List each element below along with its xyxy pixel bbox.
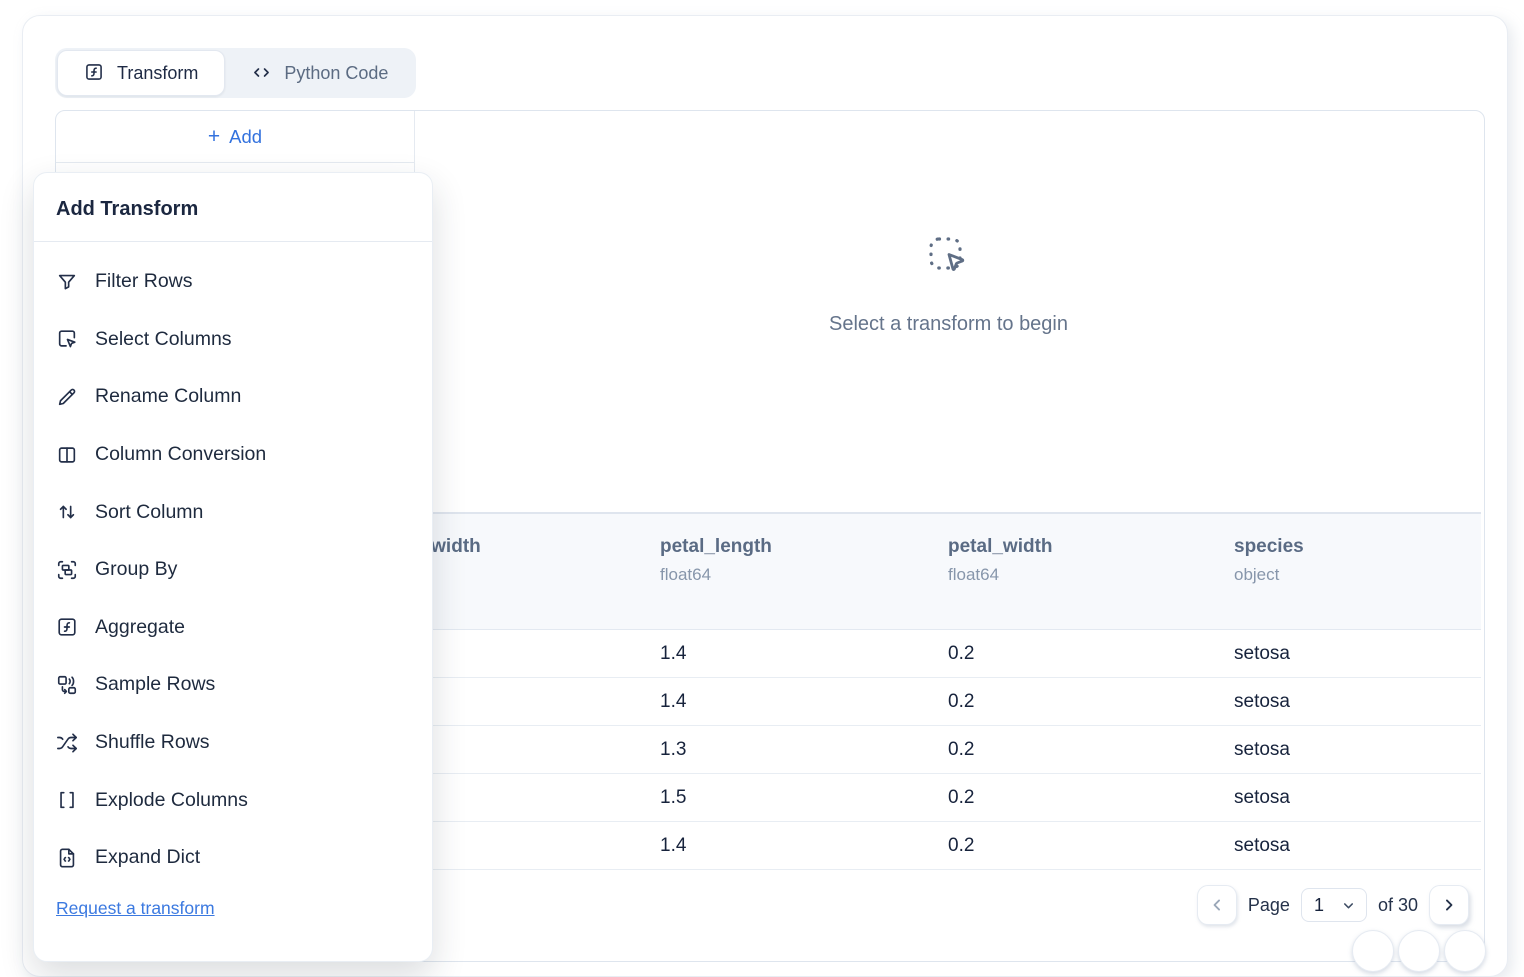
dropdown-title: Add Transform: [34, 173, 432, 242]
menu-item-explode-columns[interactable]: Explode Columns: [34, 771, 432, 829]
menu-item-shuffle-rows[interactable]: Shuffle Rows: [34, 714, 432, 772]
next-page-button[interactable]: [1429, 885, 1469, 925]
add-transform-dropdown: Add Transform Filter Rows Select Columns: [33, 172, 433, 962]
menu-item-filter-rows[interactable]: Filter Rows: [34, 253, 432, 311]
function-icon: [56, 616, 78, 638]
chevron-right-icon: [1446, 899, 1453, 911]
page-select-value: 1: [1313, 894, 1324, 915]
column-header-petal-width: petal_width float64: [948, 536, 1053, 584]
request-transform-link[interactable]: Request a transform: [56, 897, 215, 918]
sample-icon: [56, 674, 78, 696]
chevron-down-icon: [1343, 902, 1353, 908]
group-icon: [56, 559, 78, 581]
add-button-label: Add: [229, 125, 263, 147]
menu-item-group-by[interactable]: Group By: [34, 541, 432, 599]
tab-python-code[interactable]: Python Code: [225, 51, 414, 95]
add-transform-button[interactable]: + Add: [202, 125, 268, 149]
floating-control-button[interactable]: [1444, 930, 1486, 972]
sort-arrows-icon: [56, 501, 78, 523]
view-tabbar: Transform Python Code: [55, 48, 417, 98]
menu-item-sample-rows[interactable]: Sample Rows: [34, 656, 432, 714]
floating-control-button[interactable]: [1398, 930, 1440, 972]
menu-item-select-columns[interactable]: Select Columns: [34, 311, 432, 369]
shuffle-icon: [56, 732, 78, 754]
menu-item-expand-dict[interactable]: Expand Dict: [34, 829, 432, 887]
tab-transform-label: Transform: [117, 62, 199, 83]
chevron-left-icon: [1213, 899, 1220, 911]
pagination: Page 1 of 30: [1196, 884, 1469, 926]
menu-item-column-conversion[interactable]: Column Conversion: [34, 426, 432, 484]
empty-state-message: Select a transform to begin: [828, 313, 1068, 335]
floating-control-button[interactable]: [1352, 930, 1394, 972]
menu-item-rename-column[interactable]: Rename Column: [34, 368, 432, 426]
tab-transform[interactable]: Transform: [57, 50, 226, 96]
tab-python-code-label: Python Code: [284, 62, 389, 83]
page-select[interactable]: 1: [1300, 888, 1367, 922]
column-header-petal-length: petal_length float64: [660, 536, 772, 584]
code-icon: [251, 62, 273, 84]
filter-icon: [56, 271, 78, 293]
prev-page-button[interactable]: [1196, 885, 1237, 925]
transform-menu: Filter Rows Select Columns Rename Column: [34, 242, 432, 887]
brackets-icon: [56, 789, 78, 811]
expand-dict-icon: [56, 847, 78, 869]
transform-list-header: + Add: [56, 111, 414, 163]
columns-icon: [56, 444, 78, 466]
page-count-label: of 30: [1377, 894, 1418, 915]
page-label: Page: [1247, 894, 1290, 915]
square-function-icon: [84, 62, 106, 84]
menu-item-sort-column[interactable]: Sort Column: [34, 483, 432, 541]
column-header-species: species object: [1234, 536, 1304, 584]
cursor-select-icon: [925, 233, 973, 281]
pencil-icon: [56, 386, 78, 408]
plus-icon: +: [207, 125, 221, 148]
select-columns-icon: [56, 328, 78, 350]
menu-item-aggregate[interactable]: Aggregate: [34, 599, 432, 657]
empty-state: Select a transform to begin: [415, 111, 1482, 512]
